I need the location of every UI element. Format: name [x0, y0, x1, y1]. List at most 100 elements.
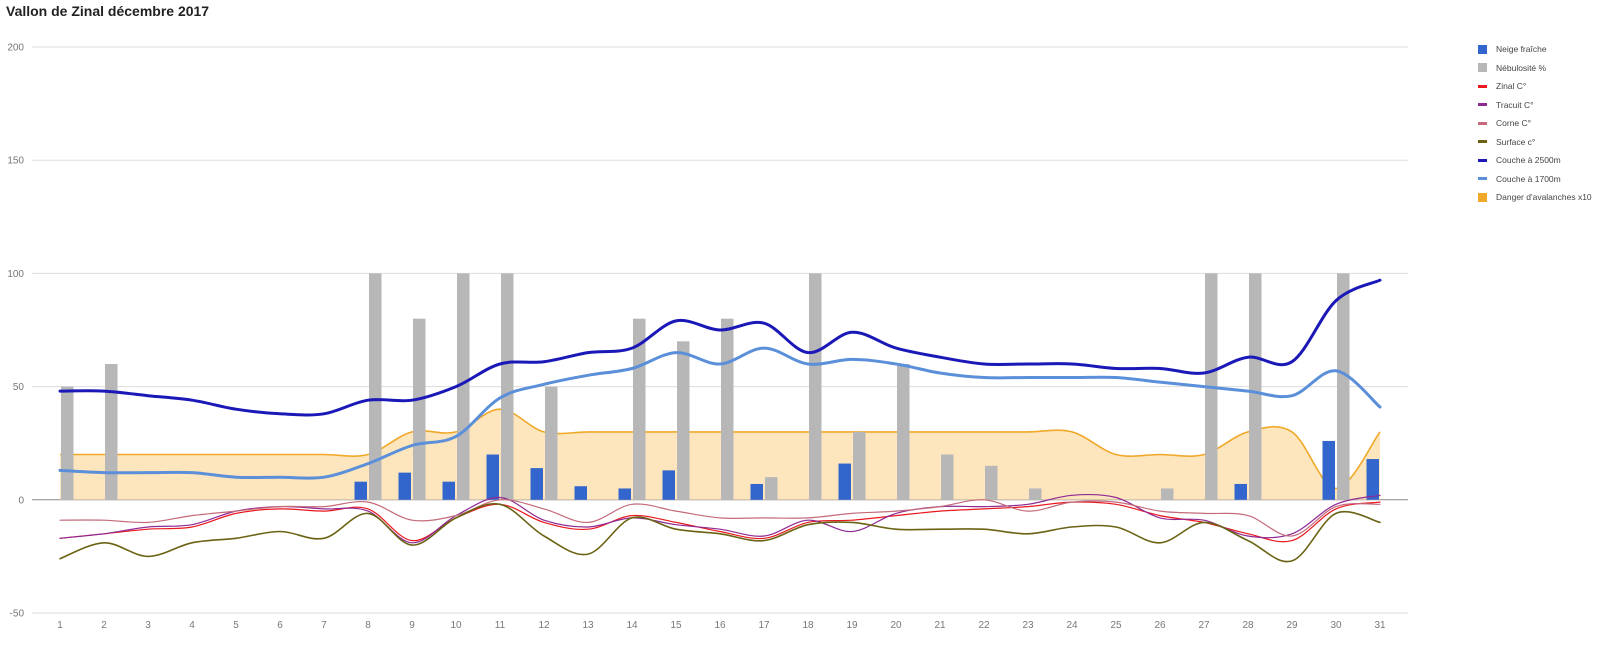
legend-item-snow[interactable]: Neige fraîche: [1478, 40, 1598, 59]
legend-label: Surface c°: [1496, 136, 1536, 147]
y-tick-label: 50: [13, 382, 25, 393]
cloud-bar-day-28: [1249, 273, 1262, 500]
x-tick-label: 30: [1330, 620, 1342, 631]
x-tick-label: 10: [450, 620, 462, 631]
legend-swatch: [1478, 63, 1487, 73]
x-tick-label: 3: [145, 620, 151, 631]
avalanche-area-layer: [59, 408, 1381, 500]
avalanche-danger-area: [60, 409, 1380, 500]
x-tick-label: 2: [101, 620, 107, 631]
x-tick-label: 27: [1198, 620, 1210, 631]
x-tick-label: 25: [1110, 620, 1122, 631]
legend-swatch: [1478, 140, 1487, 144]
legend-label: Tracuit C°: [1496, 99, 1534, 110]
legend-swatch: [1478, 103, 1487, 107]
snow-bar-day-31: [1366, 459, 1379, 500]
snow-bar-day-30: [1322, 440, 1335, 500]
x-tick-label: 9: [409, 620, 415, 631]
legend-swatch: [1478, 158, 1487, 162]
x-tick-label: 12: [538, 620, 550, 631]
legend-label: Couche à 2500m: [1496, 155, 1561, 166]
cloud-bar-day-30: [1337, 273, 1350, 500]
x-tick-label: 19: [846, 620, 858, 631]
x-tick-label: 13: [582, 620, 594, 631]
legend-swatch: [1478, 192, 1487, 202]
x-tick-label: 15: [670, 620, 682, 631]
legend-item-avalanche[interactable]: Danger d'avalanches x10: [1478, 188, 1598, 207]
legend-swatch: [1478, 44, 1487, 54]
x-tick-label: 24: [1066, 620, 1078, 631]
x-tick-label: 1: [57, 620, 63, 631]
legend-item-tracuit[interactable]: Tracuit C°: [1478, 96, 1598, 115]
snow-bar-day-8: [354, 481, 367, 500]
legend-item-surface[interactable]: Surface c°: [1478, 133, 1598, 152]
snow-bar-day-28: [1234, 483, 1247, 500]
x-tick-label: 6: [277, 620, 283, 631]
cloud-bar-day-15: [677, 341, 690, 500]
snow-bar-day-14: [618, 488, 631, 500]
x-tick-label: 14: [626, 620, 638, 631]
cloud-bar-day-19: [853, 431, 866, 500]
cloud-bar-day-16: [721, 318, 734, 500]
legend-swatch: [1478, 84, 1487, 88]
bars-layer: [61, 273, 1379, 500]
cloud-bar-day-1: [61, 386, 74, 500]
legend-item-zinal[interactable]: Zinal C°: [1478, 77, 1598, 96]
cloud-bar-day-20: [897, 363, 910, 500]
legend-label: Zinal C°: [1496, 81, 1527, 92]
snow-bar-day-10: [442, 481, 455, 500]
x-tick-label: 17: [758, 620, 770, 631]
legend-label: Neige fraîche: [1496, 44, 1547, 55]
legend-label: Couche à 1700m: [1496, 173, 1561, 184]
snow-bar-day-11: [486, 454, 499, 500]
snow-bar-day-12: [530, 468, 543, 500]
x-tick-label: 4: [189, 620, 195, 631]
corne-temp-line: [59, 499, 1381, 537]
x-tick-label: 22: [978, 620, 990, 631]
chart-title: Vallon de Zinal décembre 2017: [6, 3, 210, 19]
y-tick-label: 150: [7, 156, 24, 167]
lines-layer: [58, 278, 1382, 563]
cloud-bar-day-10: [457, 273, 470, 500]
x-tick-label: 8: [365, 620, 371, 631]
y-tick-label: -50: [10, 609, 25, 620]
snow-bar-day-13: [574, 486, 587, 500]
y-tick-label: 100: [7, 269, 24, 280]
cloud-bar-day-17: [765, 477, 778, 500]
cloud-bar-day-8: [369, 273, 382, 500]
cloud-bar-day-18: [809, 273, 822, 500]
legend-item-corne[interactable]: Corne C°: [1478, 114, 1598, 133]
x-tick-label: 11: [495, 620, 506, 631]
x-tick-label: 18: [802, 620, 814, 631]
x-tick-label: 16: [714, 620, 726, 631]
x-tick-label: 28: [1242, 620, 1254, 631]
x-tick-label: 31: [1374, 620, 1386, 631]
cloud-bar-day-21: [941, 454, 954, 500]
legend-swatch: [1478, 121, 1487, 125]
x-tick-label: 5: [233, 620, 239, 631]
cloud-bar-day-9: [413, 318, 426, 500]
legend-label: Corne C°: [1496, 118, 1532, 129]
legend-label: Nébulosité %: [1496, 62, 1547, 73]
cloud-bar-day-12: [545, 386, 558, 500]
zinal-temp-line: [59, 501, 1381, 543]
legend-item-cloud[interactable]: Nébulosité %: [1478, 59, 1598, 78]
legend: Neige fraîche Nébulosité % Zinal C° Tracuit…: [1478, 40, 1598, 207]
legend-item-1700m[interactable]: Couche à 1700m: [1478, 170, 1598, 189]
y-tick-label: 0: [18, 495, 24, 506]
snow-bar-day-15: [662, 470, 675, 500]
x-tick-label: 7: [321, 620, 327, 631]
cloud-bar-day-11: [501, 273, 514, 500]
x-tick-label: 26: [1154, 620, 1166, 631]
surface-temp-line: [59, 502, 1381, 563]
cloud-bar-day-26: [1161, 488, 1174, 500]
y-tick-label: 200: [7, 43, 24, 54]
x-tick-label: 29: [1286, 620, 1298, 631]
snow-bar-day-19: [838, 463, 851, 500]
x-tick-label: 23: [1022, 620, 1034, 631]
x-tick-label: 21: [934, 620, 946, 631]
cloud-bar-day-22: [985, 465, 998, 500]
legend-item-2500m[interactable]: Couche à 2500m: [1478, 151, 1598, 170]
